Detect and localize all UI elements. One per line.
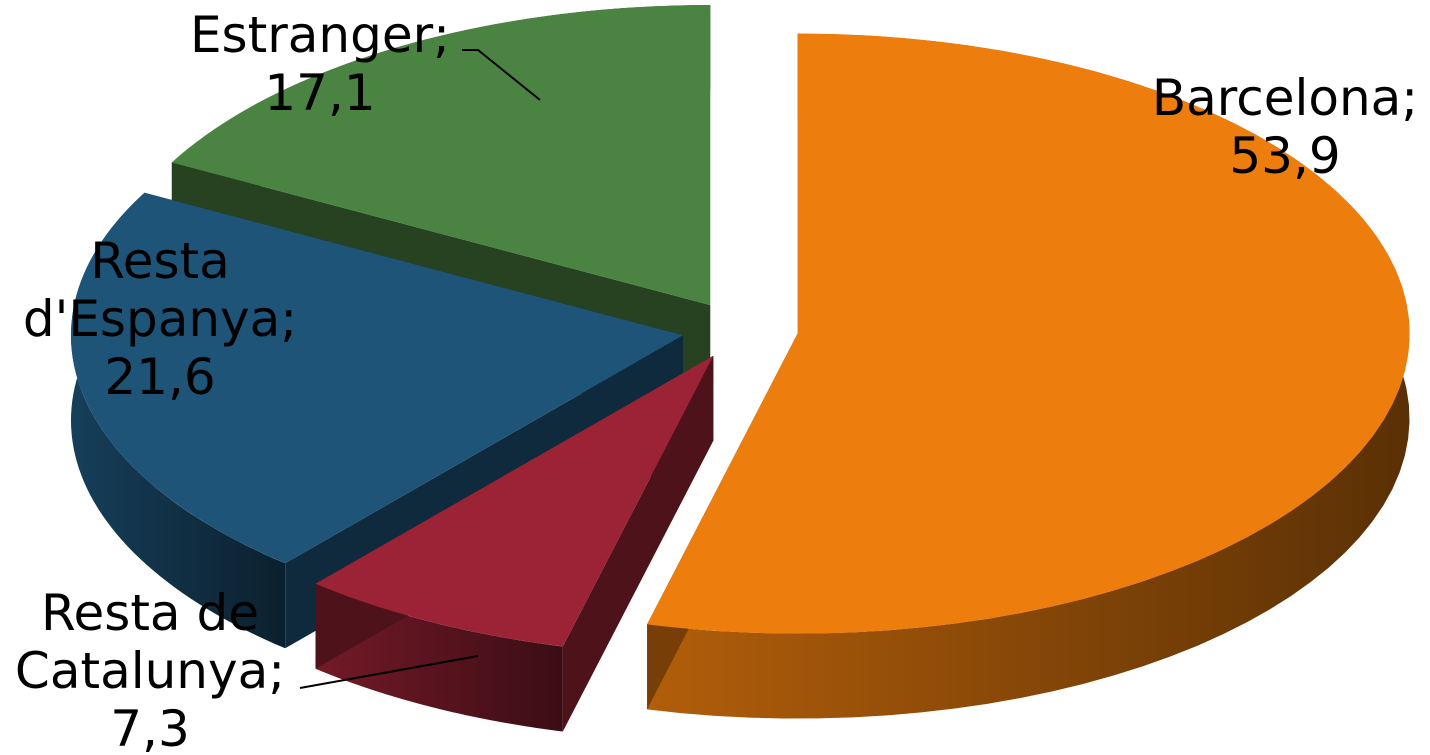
slice-resta-d-espanya [70, 192, 683, 564]
data-label-line: Resta [90, 232, 230, 290]
data-label-line: 53,9 [1229, 127, 1340, 185]
data-label-resta-d-espanya: Resta d'Espanya; 21,6 [23, 232, 297, 406]
leader-lines [299, 49, 541, 689]
pie-tops [70, 5, 1410, 647]
data-label-line: Resta de [41, 584, 259, 642]
data-label-estranger: Estranger; 17,1 [190, 6, 450, 122]
data-label-barcelona: Barcelona; 53,9 [1152, 69, 1418, 185]
data-label-line: Barcelona; [1152, 69, 1418, 127]
data-label-line: Estranger; [190, 6, 450, 64]
leader-line-resta-de-catalunya [299, 655, 479, 689]
data-label-line: Catalunya; [15, 642, 285, 700]
data-label-line: 7,3 [110, 700, 190, 755]
slice-estranger [171, 5, 711, 306]
data-label-line: 21,6 [104, 348, 215, 406]
slice-side-resta-d-espanya [70, 192, 286, 649]
data-label-resta-de-catalunya: Resta de Catalunya; 7,3 [15, 584, 285, 755]
data-label-line: d'Espanya; [23, 290, 297, 348]
data-label-line: 17,1 [264, 64, 375, 122]
leader-line-estranger [462, 49, 541, 101]
slice-resta-de-catalunya [315, 355, 714, 647]
slice-side-barcelona [647, 33, 1410, 719]
slice-barcelona [647, 33, 1410, 634]
